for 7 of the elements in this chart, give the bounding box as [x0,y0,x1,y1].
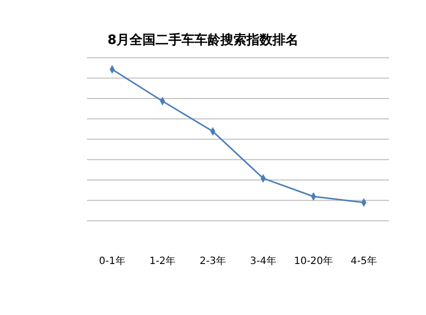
x-tick-label: 4-5年 [350,255,378,267]
x-tick-label: 1-2年 [149,255,176,267]
x-tick-label: 3-4年 [250,255,276,267]
x-tick-label: 2-3年 [200,255,226,267]
chart-title: 8月全国二手车车龄搜索指数排名 [107,32,299,48]
x-tick-label: 10-20年 [294,255,334,267]
x-tick-label: 0-1年 [98,255,126,267]
